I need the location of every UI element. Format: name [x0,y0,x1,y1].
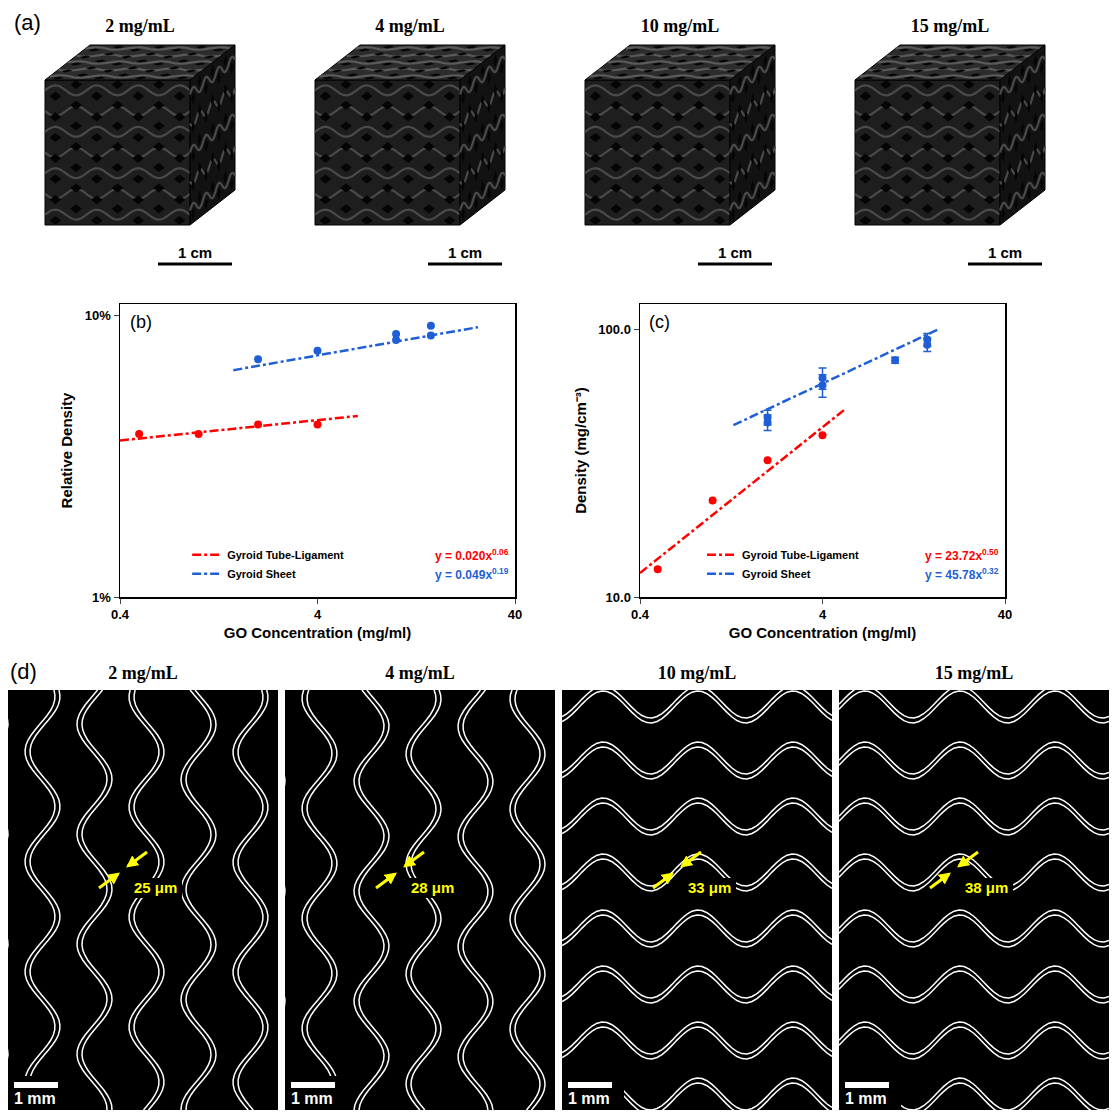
svg-text:100.0: 100.0 [598,322,631,337]
svg-text:0.4: 0.4 [631,607,650,622]
svg-text:y = 0.049x​0.19​: y = 0.049x​0.19​ [435,566,509,582]
svg-text:Gyroid Tube-Ligament: Gyroid Tube-Ligament [742,549,859,561]
svg-text:1 cm: 1 cm [988,244,1022,261]
svg-text:(c): (c) [649,312,670,332]
svg-text:40: 40 [508,607,522,622]
svg-text:10.0: 10.0 [606,590,631,605]
svg-text:28 μm: 28 μm [411,879,454,896]
svg-text:1 cm: 1 cm [448,244,482,261]
svg-text:(a): (a) [14,10,41,35]
svg-text:0.4: 0.4 [111,607,130,622]
svg-text:1 cm: 1 cm [178,244,212,261]
svg-text:y = 45.78x​0.32​: y = 45.78x​0.32​ [925,566,999,582]
svg-text:Gyroid Tube-Ligament: Gyroid Tube-Ligament [227,549,344,561]
svg-text:Gyroid Sheet: Gyroid Sheet [742,568,811,580]
svg-text:10 mg/mL: 10 mg/mL [641,16,720,36]
svg-text:1 mm: 1 mm [845,1090,887,1107]
svg-text:33 μm: 33 μm [688,879,731,896]
svg-text:2 mg/mL: 2 mg/mL [108,663,178,683]
svg-text:GO Concentration (mg/ml): GO Concentration (mg/ml) [224,624,412,641]
svg-text:40: 40 [998,607,1012,622]
svg-text:4 mg/mL: 4 mg/mL [385,663,455,683]
svg-text:y = 23.72x​0.50​: y = 23.72x​0.50​ [925,547,999,563]
svg-text:4 mg/mL: 4 mg/mL [375,16,445,36]
svg-text:GO Concentration (mg/ml): GO Concentration (mg/ml) [729,624,917,641]
svg-text:10 mg/mL: 10 mg/mL [658,663,737,683]
svg-text:15 mg/mL: 15 mg/mL [911,16,990,36]
svg-text:38 μm: 38 μm [965,879,1008,896]
svg-text:y = 0.020x​0.06​: y = 0.020x​0.06​ [435,547,509,563]
svg-text:Relative Density: Relative Density [58,392,75,509]
svg-text:1 cm: 1 cm [718,244,752,261]
svg-text:Gyroid Sheet: Gyroid Sheet [227,568,296,580]
svg-text:1 mm: 1 mm [14,1090,56,1107]
svg-text:2 mg/mL: 2 mg/mL [105,16,175,36]
svg-text:4: 4 [314,607,322,622]
svg-text:(b): (b) [130,312,152,332]
svg-text:1 mm: 1 mm [568,1090,610,1107]
svg-text:4: 4 [819,607,827,622]
svg-text:(d): (d) [10,659,37,684]
svg-text:1%: 1% [92,590,111,605]
svg-text:1 mm: 1 mm [291,1090,333,1107]
svg-text:25 μm: 25 μm [134,879,177,896]
svg-text:Density (mg/cm⁻³): Density (mg/cm⁻³) [572,387,589,514]
svg-text:10%: 10% [85,308,111,323]
svg-text:15 mg/mL: 15 mg/mL [935,663,1014,683]
